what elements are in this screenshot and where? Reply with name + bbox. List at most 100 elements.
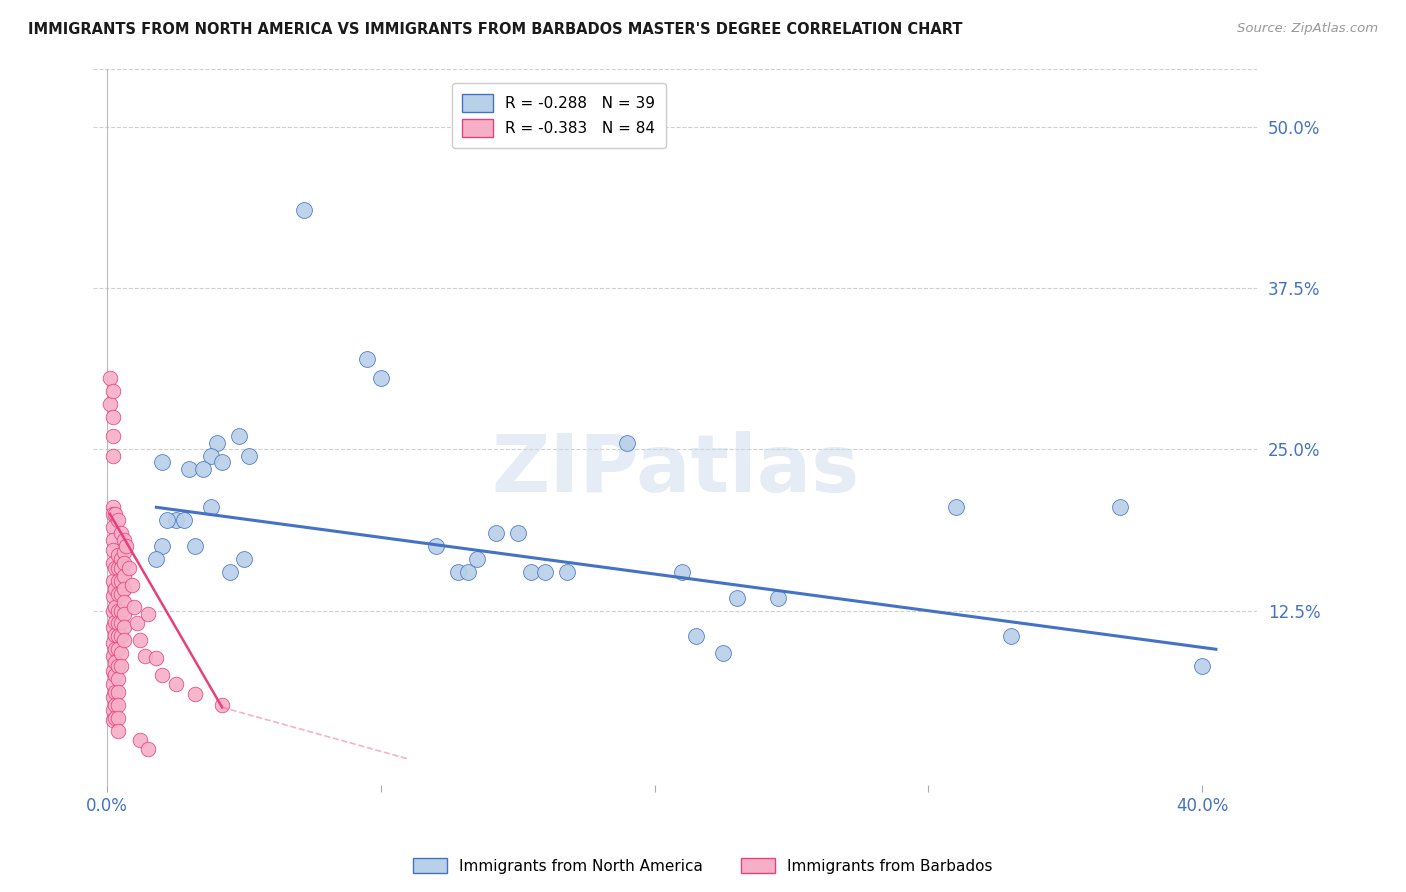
Point: [211, 698, 233, 712]
Point: [101, 690, 124, 704]
Point: [101, 603, 124, 617]
Point: [107, 672, 129, 686]
Point: [183, 539, 205, 553]
Point: [228, 429, 250, 443]
Point: [465, 552, 488, 566]
Point: [101, 620, 124, 634]
Point: [165, 513, 187, 527]
Point: [101, 384, 124, 399]
Point: [129, 633, 152, 648]
Point: [110, 659, 132, 673]
Point: [104, 698, 127, 712]
Point: [136, 741, 159, 756]
Point: [356, 351, 378, 366]
Point: [104, 507, 127, 521]
Point: [101, 648, 124, 663]
Point: [534, 565, 557, 579]
Point: [107, 561, 129, 575]
Point: [156, 513, 179, 527]
Point: [134, 648, 156, 663]
Point: [446, 565, 468, 579]
Point: [205, 435, 228, 450]
Point: [1191, 659, 1213, 673]
Point: [110, 526, 132, 541]
Point: [219, 565, 242, 579]
Point: [616, 435, 638, 450]
Text: IMMIGRANTS FROM NORTH AMERICA VS IMMIGRANTS FROM BARBADOS MASTER'S DEGREE CORREL: IMMIGRANTS FROM NORTH AMERICA VS IMMIGRA…: [28, 22, 963, 37]
Point: [1000, 629, 1022, 643]
Point: [110, 616, 132, 631]
Point: [145, 651, 167, 665]
Point: [98, 397, 121, 411]
Point: [101, 664, 124, 678]
Point: [671, 565, 693, 579]
Point: [101, 500, 124, 515]
Point: [104, 711, 127, 725]
Point: [101, 542, 124, 557]
Point: [101, 574, 124, 588]
Point: [107, 642, 129, 657]
Point: [101, 409, 124, 424]
Point: [107, 629, 129, 643]
Point: [107, 616, 129, 631]
Point: [150, 539, 173, 553]
Point: [110, 587, 132, 601]
Point: [127, 616, 149, 631]
Point: [112, 568, 135, 582]
Point: [104, 642, 127, 657]
Point: [107, 513, 129, 527]
Point: [104, 615, 127, 629]
Point: [101, 429, 124, 443]
Point: [112, 533, 135, 547]
Point: [200, 500, 222, 515]
Point: [112, 545, 135, 559]
Point: [766, 591, 789, 605]
Point: [183, 687, 205, 701]
Point: [520, 565, 543, 579]
Point: [485, 526, 508, 541]
Point: [179, 461, 201, 475]
Point: [200, 449, 222, 463]
Point: [945, 500, 967, 515]
Point: [110, 561, 132, 575]
Point: [101, 533, 124, 547]
Point: [107, 659, 129, 673]
Point: [107, 685, 129, 699]
Point: [150, 668, 173, 682]
Point: [711, 646, 734, 660]
Point: [121, 578, 143, 592]
Point: [136, 607, 159, 622]
Point: [104, 685, 127, 699]
Text: Source: ZipAtlas.com: Source: ZipAtlas.com: [1237, 22, 1378, 36]
Point: [115, 539, 138, 553]
Point: [110, 574, 132, 588]
Point: [555, 565, 578, 579]
Point: [98, 371, 121, 385]
Point: [104, 599, 127, 614]
Legend: Immigrants from North America, Immigrants from Barbados: Immigrants from North America, Immigrant…: [408, 852, 998, 880]
Point: [233, 552, 256, 566]
Point: [238, 449, 260, 463]
Point: [112, 620, 135, 634]
Point: [124, 599, 146, 614]
Point: [104, 655, 127, 669]
Point: [104, 582, 127, 596]
Point: [101, 556, 124, 570]
Point: [107, 723, 129, 738]
Point: [112, 607, 135, 622]
Point: [112, 633, 135, 648]
Point: [425, 539, 447, 553]
Point: [457, 565, 479, 579]
Point: [107, 698, 129, 712]
Point: [101, 713, 124, 727]
Point: [211, 455, 233, 469]
Point: [292, 203, 315, 218]
Point: [104, 561, 127, 575]
Point: [145, 552, 167, 566]
Point: [110, 552, 132, 566]
Point: [104, 628, 127, 642]
Point: [107, 587, 129, 601]
Point: [685, 629, 707, 643]
Point: [101, 703, 124, 717]
Point: [1109, 500, 1132, 515]
